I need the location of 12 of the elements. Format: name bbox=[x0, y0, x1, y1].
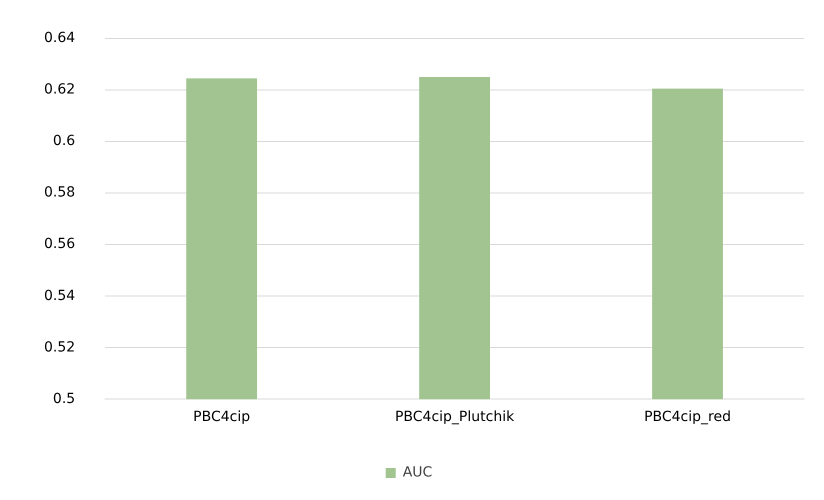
x-tick-label: PBC4cip bbox=[193, 409, 250, 426]
x-tick-label: PBC4cip_red bbox=[644, 409, 731, 426]
y-tick-label: 0.54 bbox=[44, 288, 76, 304]
y-tick-label: 0.6 bbox=[52, 133, 76, 150]
x-tick-label: PBC4cip_Plutchik bbox=[394, 409, 516, 426]
y-tick-label: 0.56 bbox=[44, 236, 76, 252]
y-tick-label: 0.5 bbox=[52, 390, 76, 407]
y-tick-label: 0.58 bbox=[44, 184, 76, 201]
y-tick-label: 0.64 bbox=[44, 30, 76, 46]
y-tick-label: 0.62 bbox=[44, 82, 76, 98]
y-tick-label: 0.52 bbox=[44, 339, 76, 356]
legend-label: AUC bbox=[402, 464, 433, 481]
